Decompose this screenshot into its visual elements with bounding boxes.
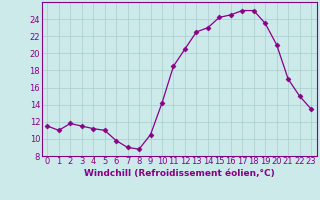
X-axis label: Windchill (Refroidissement éolien,°C): Windchill (Refroidissement éolien,°C) <box>84 169 275 178</box>
